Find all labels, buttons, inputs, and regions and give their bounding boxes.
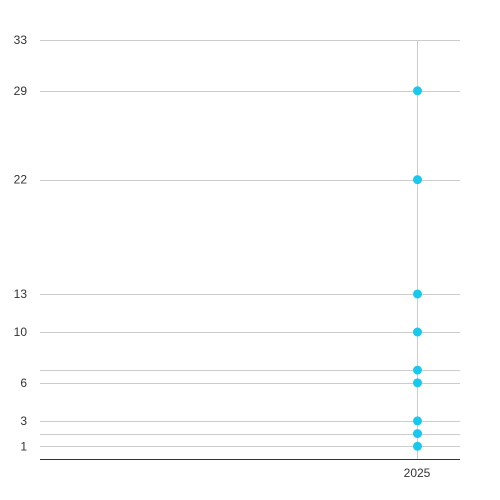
data-point [413, 441, 422, 451]
y-tick-label: 10 [14, 325, 28, 339]
x-tick-label: 2025 [404, 466, 431, 480]
y-tick-label: 6 [20, 376, 27, 390]
data-point [413, 289, 422, 299]
gridlines [40, 40, 460, 447]
y-tick-label: 22 [14, 173, 28, 187]
data-point [413, 416, 422, 426]
data-points [413, 86, 422, 451]
data-point [413, 365, 422, 375]
y-tick-label: 13 [14, 287, 28, 301]
data-point [413, 429, 422, 439]
data-point [413, 327, 422, 337]
y-tick-label: 1 [20, 439, 27, 453]
data-point [413, 86, 422, 96]
x-axis-tick-labels: 2025 [404, 466, 431, 480]
data-point [413, 378, 422, 388]
data-point [413, 175, 422, 185]
y-tick-label: 3 [20, 414, 27, 428]
y-tick-label: 33 [14, 33, 28, 47]
y-tick-label: 29 [14, 84, 28, 98]
